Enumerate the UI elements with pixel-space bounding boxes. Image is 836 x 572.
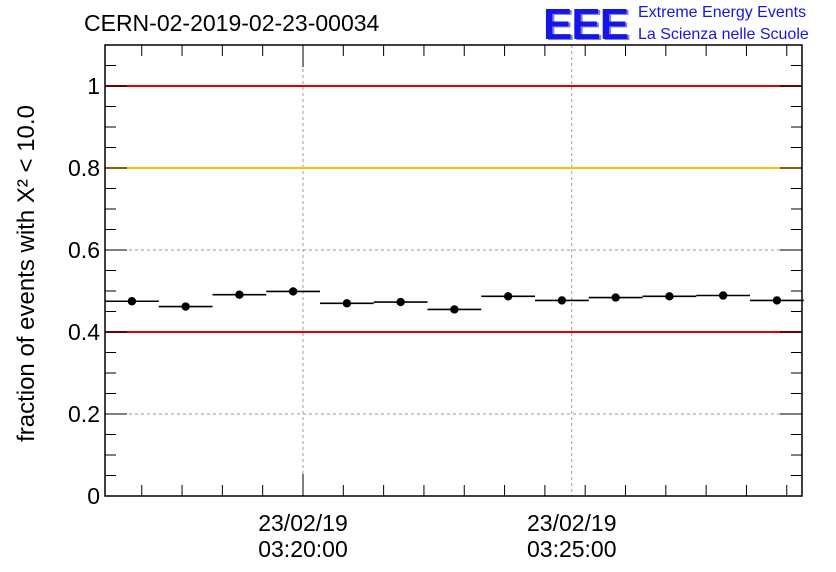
y-tick-label: 0.2 (68, 401, 100, 427)
x-tick-label-time: 03:20:00 (258, 536, 348, 562)
data-point (611, 293, 620, 302)
data-point (396, 297, 405, 307)
data-point (235, 290, 244, 299)
y-axis-label: fraction of events with X² < 10.0 (13, 105, 40, 442)
logo-subtitle-2: La Scienza nelle Scuole (638, 26, 809, 43)
data-point (772, 296, 782, 305)
data-point (503, 292, 513, 301)
data-point (557, 296, 567, 305)
data-point (718, 291, 728, 300)
data-point (450, 305, 459, 314)
y-tick-label: 1 (87, 73, 100, 99)
y-tick-label: 0 (87, 483, 100, 509)
x-tick-label-time: 03:25:00 (527, 536, 617, 562)
x-tick-label-date: 23/02/19 (527, 510, 617, 536)
data-point (342, 299, 352, 308)
logo-subtitle-1: Extreme Energy Events (638, 4, 807, 21)
data-point (288, 287, 298, 296)
chart-title: CERN-02-2019-02-23-00034 (84, 10, 380, 36)
y-tick-label: 0.6 (68, 237, 100, 263)
x-tick-label-date: 23/02/19 (258, 510, 348, 536)
y-tick-label: 0.4 (68, 319, 100, 345)
data-point (665, 292, 674, 301)
data-point (181, 302, 190, 311)
plot-frame (104, 44, 803, 497)
data-point (127, 297, 137, 306)
y-tick-label: 0.8 (68, 155, 100, 181)
eee-logo-mark: EEE (543, 0, 629, 49)
